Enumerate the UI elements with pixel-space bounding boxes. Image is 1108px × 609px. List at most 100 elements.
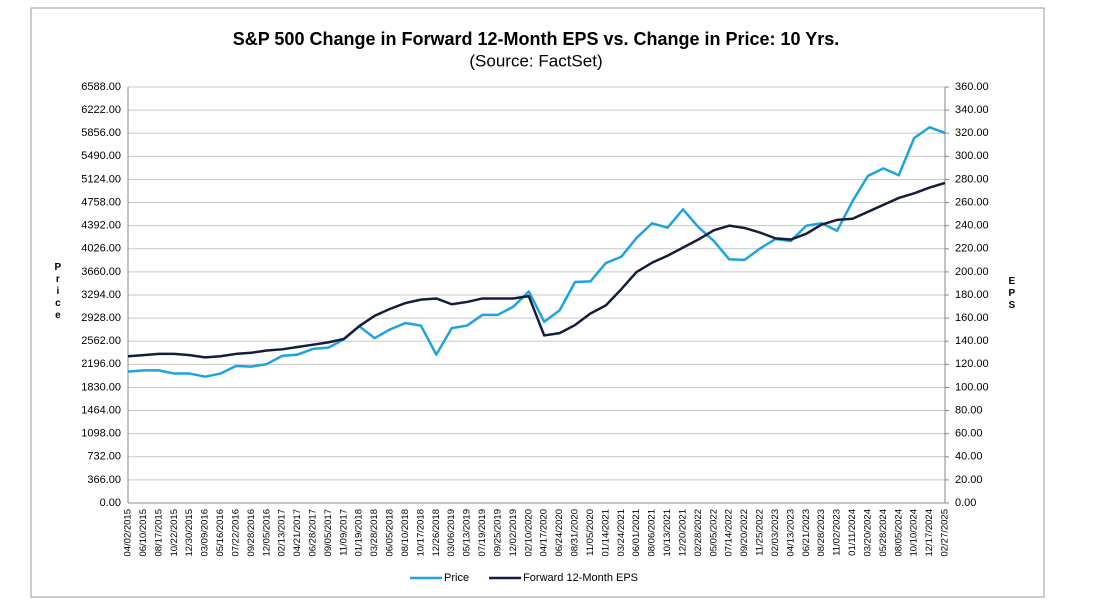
x-tick-label: 07/14/2022 [724, 509, 735, 557]
x-tick-label: 03/20/2024 [862, 509, 873, 557]
x-tick-label: 12/30/2015 [184, 509, 195, 557]
legend-label: Price [444, 572, 469, 584]
y2-tick-label: 100.00 [955, 381, 989, 393]
y2-tick-label: 300.00 [955, 150, 989, 162]
x-tick-label: 08/06/2021 [647, 509, 658, 557]
y2-tick-label: 20.00 [955, 474, 983, 486]
x-tick-label: 06/01/2021 [631, 509, 642, 557]
chart-title: S&P 500 Change in Forward 12-Month EPS v… [233, 29, 840, 49]
x-tick-label: 02/28/2022 [693, 509, 704, 557]
x-tick-label: 07/19/2019 [477, 509, 488, 557]
x-tick-label: 08/28/2023 [816, 509, 827, 557]
x-tick-label: 02/13/2017 [277, 509, 288, 557]
x-tick-label: 10/22/2015 [169, 509, 180, 557]
legend-label: Forward 12-Month EPS [523, 572, 638, 584]
y-tick-label: 3294.00 [81, 289, 121, 301]
x-tick-label: 10/10/2024 [909, 509, 920, 557]
x-tick-label: 04/17/2020 [539, 509, 550, 557]
x-tick-label: 12/02/2019 [508, 509, 519, 557]
y-tick-label: 4026.00 [81, 243, 121, 255]
y2-tick-label: 140.00 [955, 335, 989, 347]
x-tick-label: 08/31/2020 [570, 509, 581, 557]
y2-tick-label: 260.00 [955, 196, 989, 208]
x-tick-label: 08/05/2024 [893, 509, 904, 557]
y-tick-label: 366.00 [87, 474, 121, 486]
x-tick-label: 09/25/2019 [492, 509, 503, 557]
x-tick-label: 02/03/2023 [770, 509, 781, 557]
x-tick-label: 01/11/2024 [847, 509, 858, 556]
x-tick-label: 11/09/2017 [338, 509, 349, 556]
y2-tick-label: 60.00 [955, 428, 983, 440]
y2-tick-label: 180.00 [955, 289, 989, 301]
x-tick-label: 03/06/2019 [446, 509, 457, 557]
y-tick-label: 6222.00 [81, 104, 121, 116]
y2-axis-label: EPS [1006, 276, 1017, 312]
x-tick-label: 09/20/2022 [739, 509, 750, 557]
series-line [127, 181, 946, 359]
y-tick-label: 4758.00 [81, 196, 121, 208]
y-tick-label: 5856.00 [81, 127, 121, 139]
y-tick-label: 0.00 [100, 497, 121, 509]
x-tick-label: 09/05/2017 [323, 509, 334, 557]
y2-tick-label: 220.00 [955, 243, 989, 255]
y-tick-label: 4392.00 [81, 220, 121, 232]
x-tick-label: 12/26/2018 [431, 509, 442, 557]
x-tick-label: 06/21/2023 [801, 509, 812, 557]
x-tick-label: 10/13/2021 [662, 509, 673, 557]
x-tick-label: 08/17/2015 [153, 509, 164, 557]
y2-tick-label: 160.00 [955, 312, 989, 324]
y-tick-label: 2562.00 [81, 335, 121, 347]
y-tick-label: 5490.00 [81, 150, 121, 162]
x-tick-label: 11/02/2023 [832, 509, 843, 556]
x-tick-label: 03/28/2018 [369, 509, 380, 557]
y-tick-label: 1098.00 [81, 428, 121, 440]
y2-tick-label: 340.00 [955, 104, 989, 116]
x-tick-label: 12/20/2021 [677, 509, 688, 557]
x-tick-label: 03/24/2021 [616, 509, 627, 557]
x-tick-label: 06/10/2015 [138, 509, 149, 557]
x-tick-label: 04/13/2023 [785, 509, 796, 557]
y-tick-label: 3660.00 [81, 266, 121, 278]
x-tick-label: 12/17/2024 [924, 509, 935, 557]
chart-subtitle: (Source: FactSet) [469, 51, 602, 70]
y2-tick-label: 320.00 [955, 127, 989, 139]
series-line [127, 126, 946, 378]
y-tick-label: 1830.00 [81, 381, 121, 393]
x-tick-label: 05/16/2016 [215, 509, 226, 557]
y2-tick-label: 40.00 [955, 451, 983, 463]
x-tick-label: 02/10/2020 [523, 509, 534, 557]
x-tick-label: 06/05/2018 [385, 509, 396, 557]
x-tick-label: 08/10/2018 [400, 509, 411, 557]
x-tick-label: 04/02/2015 [123, 509, 134, 557]
x-tick-label: 05/05/2022 [708, 509, 719, 557]
x-tick-label: 01/14/2021 [600, 509, 611, 557]
x-tick-label: 03/09/2016 [200, 509, 211, 557]
y-axis-label: Price [52, 262, 63, 322]
y-tick-label: 732.00 [87, 451, 121, 463]
y-tick-label: 5124.00 [81, 173, 121, 185]
x-tick-label: 04/21/2017 [292, 509, 303, 557]
y2-tick-label: 120.00 [955, 358, 989, 370]
x-tick-label: 05/28/2024 [878, 509, 889, 557]
x-tick-label: 02/27/2025 [940, 509, 951, 557]
y2-tick-label: 360.00 [955, 81, 989, 93]
chart-frame [30, 7, 1045, 598]
y2-tick-label: 0.00 [955, 497, 976, 509]
y-tick-label: 1464.00 [81, 404, 121, 416]
x-tick-label: 01/19/2018 [354, 509, 365, 557]
y-tick-label: 2196.00 [81, 358, 121, 370]
x-tick-label: 10/17/2018 [415, 509, 426, 557]
x-tick-label: 05/13/2019 [462, 509, 473, 557]
y-tick-label: 2928.00 [81, 312, 121, 324]
y2-tick-label: 240.00 [955, 220, 989, 232]
y2-tick-label: 200.00 [955, 266, 989, 278]
x-tick-label: 07/22/2016 [230, 509, 241, 557]
x-tick-label: 11/25/2022 [755, 509, 766, 556]
x-tick-label: 06/28/2017 [307, 509, 318, 557]
x-tick-label: 09/28/2016 [246, 509, 257, 557]
x-tick-label: 11/05/2020 [585, 509, 596, 556]
y2-tick-label: 80.00 [955, 404, 983, 416]
y-tick-label: 6588.00 [81, 81, 121, 93]
y2-tick-label: 280.00 [955, 173, 989, 185]
